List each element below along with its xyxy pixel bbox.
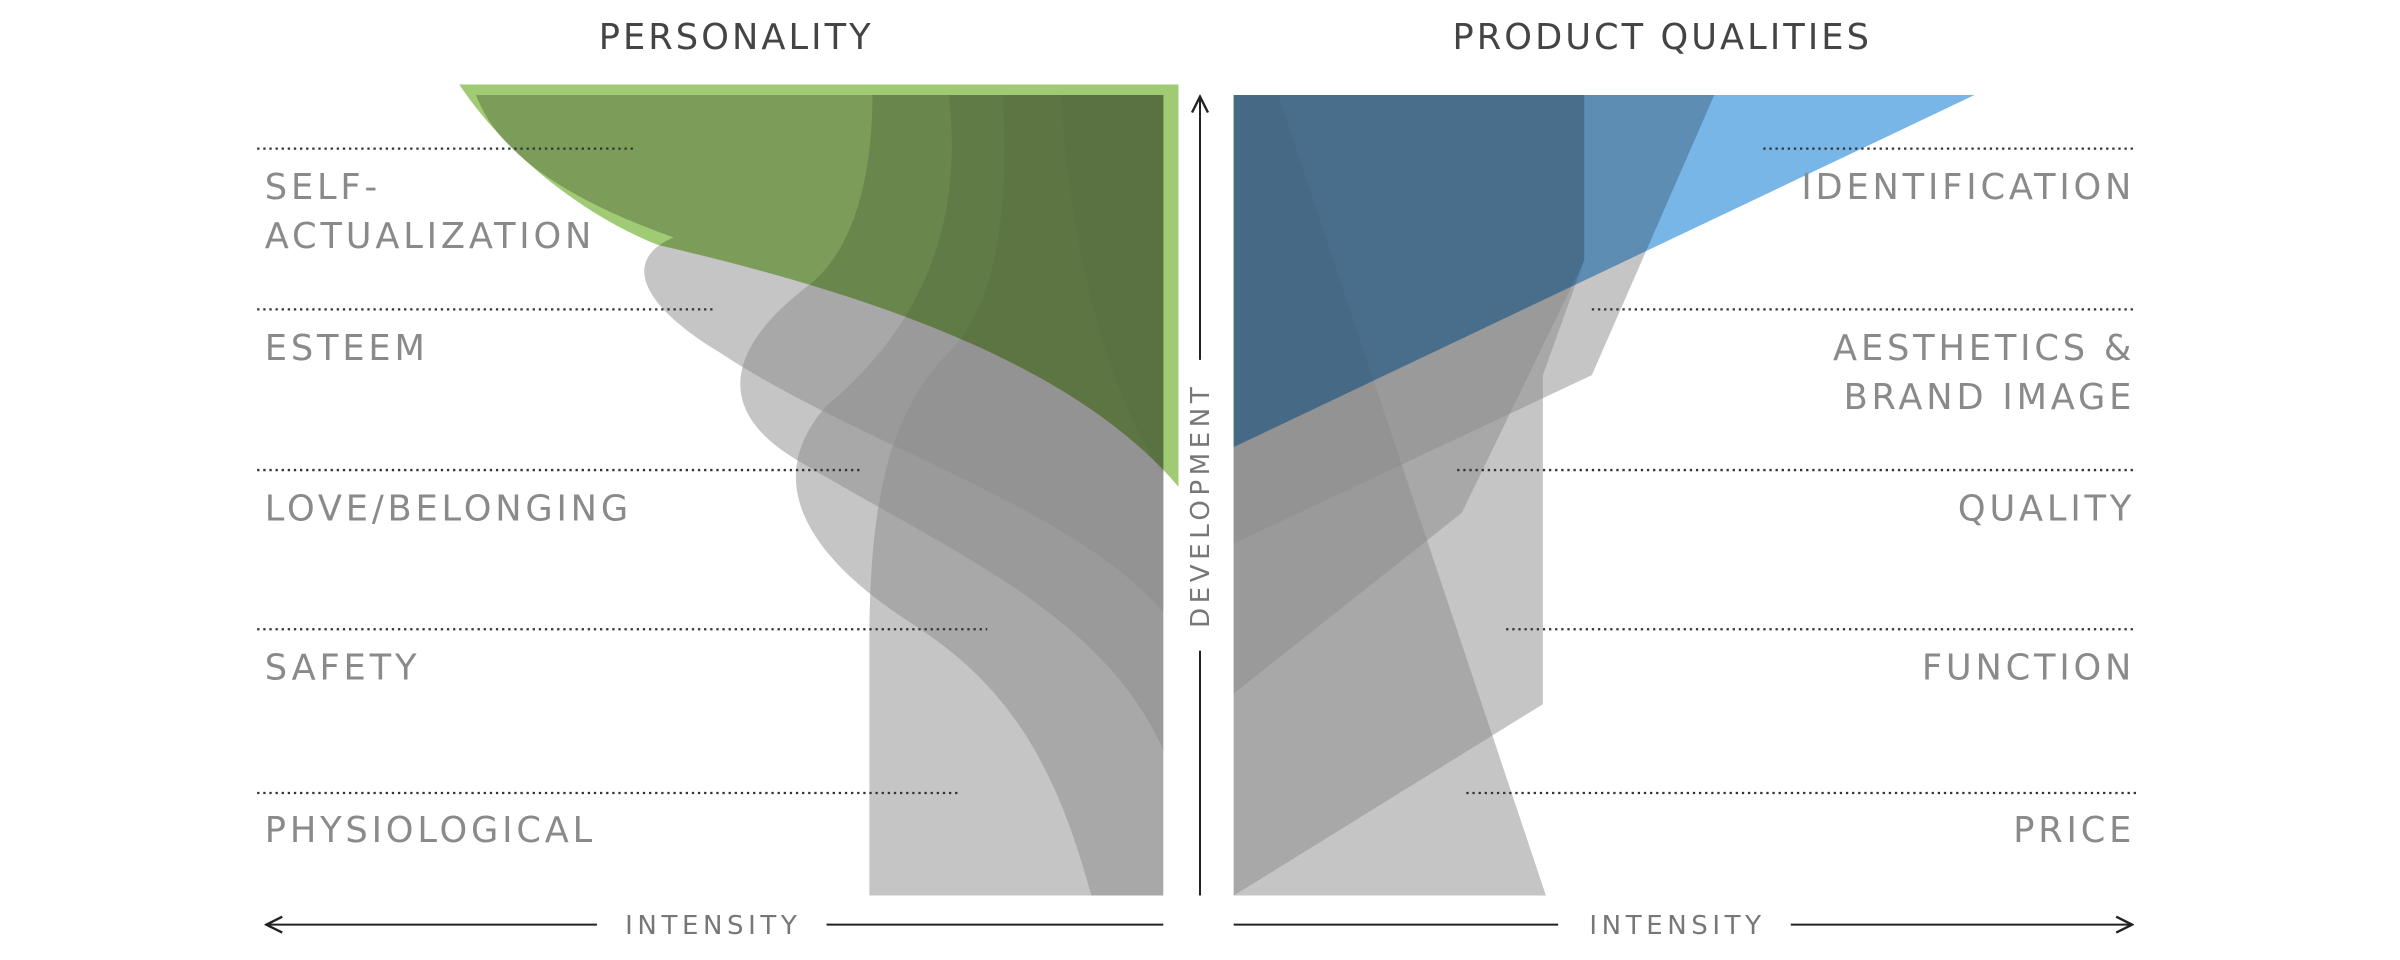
level-label: QUALITY	[1958, 489, 2135, 530]
level-lines	[257, 147, 2137, 795]
level-label: AESTHETICS &	[1833, 328, 2135, 369]
level-label: SAFETY	[265, 648, 420, 689]
level-label: SELF-	[265, 167, 381, 208]
level-label: ESTEEM	[265, 328, 429, 369]
level-label: ACTUALIZATION	[265, 216, 595, 257]
right-title: PRODUCT QUALITIES	[1453, 17, 1872, 58]
level-label: BRAND IMAGE	[1844, 377, 2136, 418]
axis-label: INTENSITY	[625, 911, 801, 941]
axes	[266, 97, 2132, 925]
left-title: PERSONALITY	[599, 17, 874, 58]
axis-label: DEVELOPMENT	[1186, 383, 1216, 628]
product-shapes	[1233, 95, 1975, 896]
level-label: FUNCTION	[1922, 648, 2135, 689]
personality-shapes	[459, 84, 1179, 896]
level-label: PHYSIOLOGICAL	[265, 810, 596, 851]
axis-label: INTENSITY	[1589, 911, 1765, 941]
level-label: IDENTIFICATION	[1801, 167, 2135, 208]
level-label: LOVE/BELONGING	[265, 489, 632, 530]
level-label: PRICE	[2013, 810, 2135, 851]
